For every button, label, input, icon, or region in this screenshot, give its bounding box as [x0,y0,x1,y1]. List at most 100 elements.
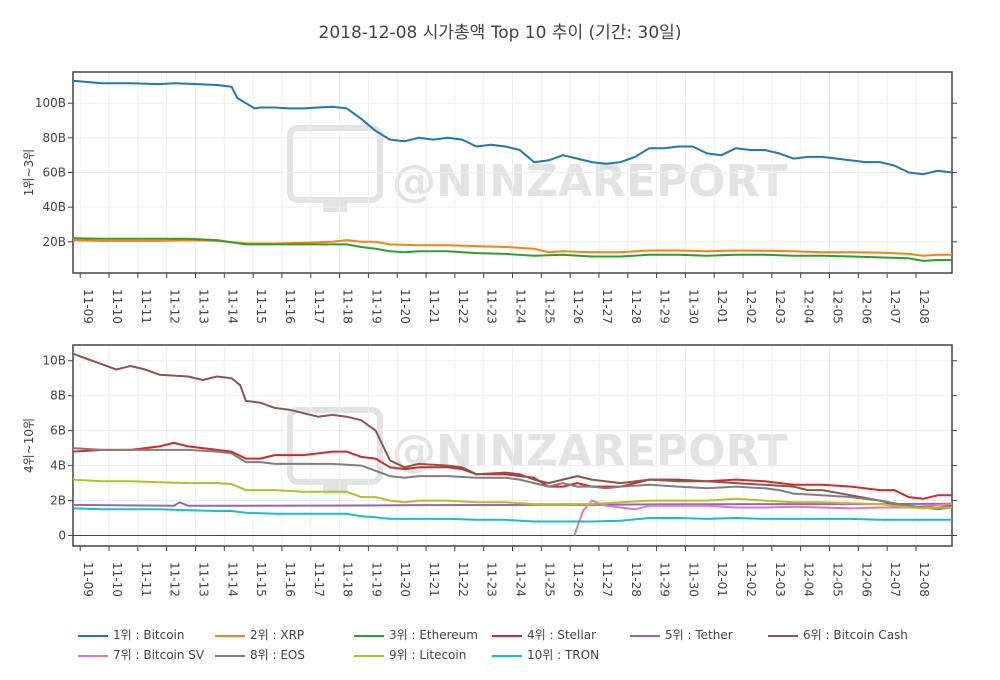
x-tick-label: 11-14 [225,289,239,324]
x-tick-label: 12-03 [773,562,787,597]
x-tick-label: 11-09 [81,562,95,597]
x-tick-label: 11-15 [254,289,268,324]
plot-frame [72,344,953,547]
x-tick-label: 11-25 [542,562,556,597]
legend-item[interactable]: 3위 : Ethereum [354,626,478,643]
x-tick-label: 12-05 [831,562,845,597]
watermarks: @NINZAREPORT @NINZAREPORT [287,125,787,494]
y-tick-label: 0 [58,529,66,543]
bottom-chart-panel: 11-09 11-10 11-11 11-12 11-13 11-14 11-15 11-16… [22,344,957,597]
x-tick-label: 11-19 [369,562,383,597]
y-tick-label: 8B [50,389,66,403]
x-tick-label: 12-06 [859,562,873,597]
x-tick-label: 12-02 [744,289,758,324]
legend-label: 5위 : Tether [665,628,733,642]
legend-item[interactable]: 2위 : XRP [215,626,304,643]
x-tick-label: 11-22 [456,289,470,324]
legend-item[interactable]: 6위 : Bitcoin Cash [768,626,908,643]
x-tick-label: 11-13 [196,289,210,324]
y-tick-label: 4B [50,459,66,473]
legend-label: 2위 : XRP [250,628,305,642]
x-tick-label: 11-15 [254,562,268,597]
y-tick-label: 2B [50,494,66,508]
x-tick-label: 12-04 [802,562,816,597]
y-tick-label: 20B [42,235,66,249]
x-tick-label: 11-21 [427,562,441,597]
x-tick-label: 12-01 [715,289,729,324]
x-tick-label: 12-06 [859,289,873,324]
x-tick-label: 11-11 [139,289,153,324]
y-axis-title: 1위~3위 [22,149,36,196]
legend-item[interactable]: 8위 : EOS [215,646,305,663]
legend-item[interactable]: 1위 : Bitcoin [78,626,185,643]
watermark-text: @NINZAREPORT [392,426,787,477]
legend-swatch [78,654,108,657]
legend-swatch [492,634,522,637]
x-tick-label: 12-01 [715,562,729,597]
x-tick-label: 12-08 [917,562,931,597]
x-tick-label: 12-05 [831,289,845,324]
series-line [72,507,952,523]
watermark-monitor-stand [323,200,347,212]
y-tick-label: 80B [42,131,66,145]
x-tick-label: 11-18 [341,289,355,324]
x-tick-label: 11-27 [600,289,614,324]
series-line [573,499,953,536]
x-tick-label: 11-28 [629,562,643,597]
y-tick-label: 100B [35,96,66,110]
legend-label: 1위 : Bitcoin [113,628,185,642]
x-tick-label: 12-08 [917,289,931,324]
series-line [72,79,953,176]
x-tick-label: 12-07 [888,562,902,597]
x-tick-label: 11-19 [369,289,383,324]
top-chart-panel: 11-09 11-10 11-11 11-12 11-13 11-14 11-15 11-16… [22,71,957,324]
legend-item[interactable]: 10위 : TRON [492,646,599,663]
legend-label: 6위 : Bitcoin Cash [803,628,908,642]
x-tick-label: 11-20 [398,289,412,324]
x-tick-label: 11-26 [571,562,585,597]
x-tick-label: 11-29 [658,562,672,597]
x-tick-label: 11-20 [398,562,412,597]
x-tick-label: 11-16 [283,289,297,324]
x-tick-label: 11-17 [312,289,326,324]
legend-swatch [78,634,108,637]
x-tick-label: 11-12 [168,289,182,324]
x-tick-label: 11-23 [485,289,499,324]
legend-item[interactable]: 5위 : Tether [630,626,733,643]
x-tick-label: 11-24 [514,562,528,597]
x-tick-label: 11-14 [225,562,239,597]
x-tick-label: 11-22 [456,562,470,597]
x-tick-label: 12-02 [744,562,758,597]
series-line [72,501,953,507]
x-tick-label: 11-26 [571,289,585,324]
x-tick-label: 12-07 [888,289,902,324]
legend-swatch [354,654,384,657]
x-tick-label: 11-11 [139,562,153,597]
x-tick-label: 11-23 [485,562,499,597]
x-tick-label: 11-30 [686,562,700,597]
x-tick-label: 11-12 [168,562,182,597]
legend-label: 3위 : Ethereum [389,628,478,642]
legend-label: 10위 : TRON [527,648,600,662]
watermark-monitor-icon [287,407,383,485]
x-tick-label: 11-10 [110,562,124,597]
legend-swatch [768,634,798,637]
x-tick-label: 11-30 [686,289,700,324]
x-tick-label: 11-16 [283,562,297,597]
legend-swatch [630,634,660,637]
y-tick-label: 40B [42,200,66,214]
x-tick-label: 11-29 [658,289,672,324]
legend-item[interactable]: 7위 : Bitcoin SV [78,646,204,663]
x-tick-label: 11-18 [341,562,355,597]
legend-item[interactable]: 9위 : Litecoin [354,646,466,663]
x-tick-label: 12-04 [802,289,816,324]
series-line [72,447,953,511]
legend-item[interactable]: 4위 : Stellar [492,626,596,643]
x-tick-label: 11-13 [196,562,210,597]
chart-title: 2018-12-08 시가총액 Top 10 추이 (기간: 30일) [318,23,682,43]
y-tick-label: 10B [42,354,66,368]
legend-label: 9위 : Litecoin [389,648,467,662]
x-tick-label: 11-27 [600,562,614,597]
y-axis-title: 4위~10위 [22,418,36,473]
